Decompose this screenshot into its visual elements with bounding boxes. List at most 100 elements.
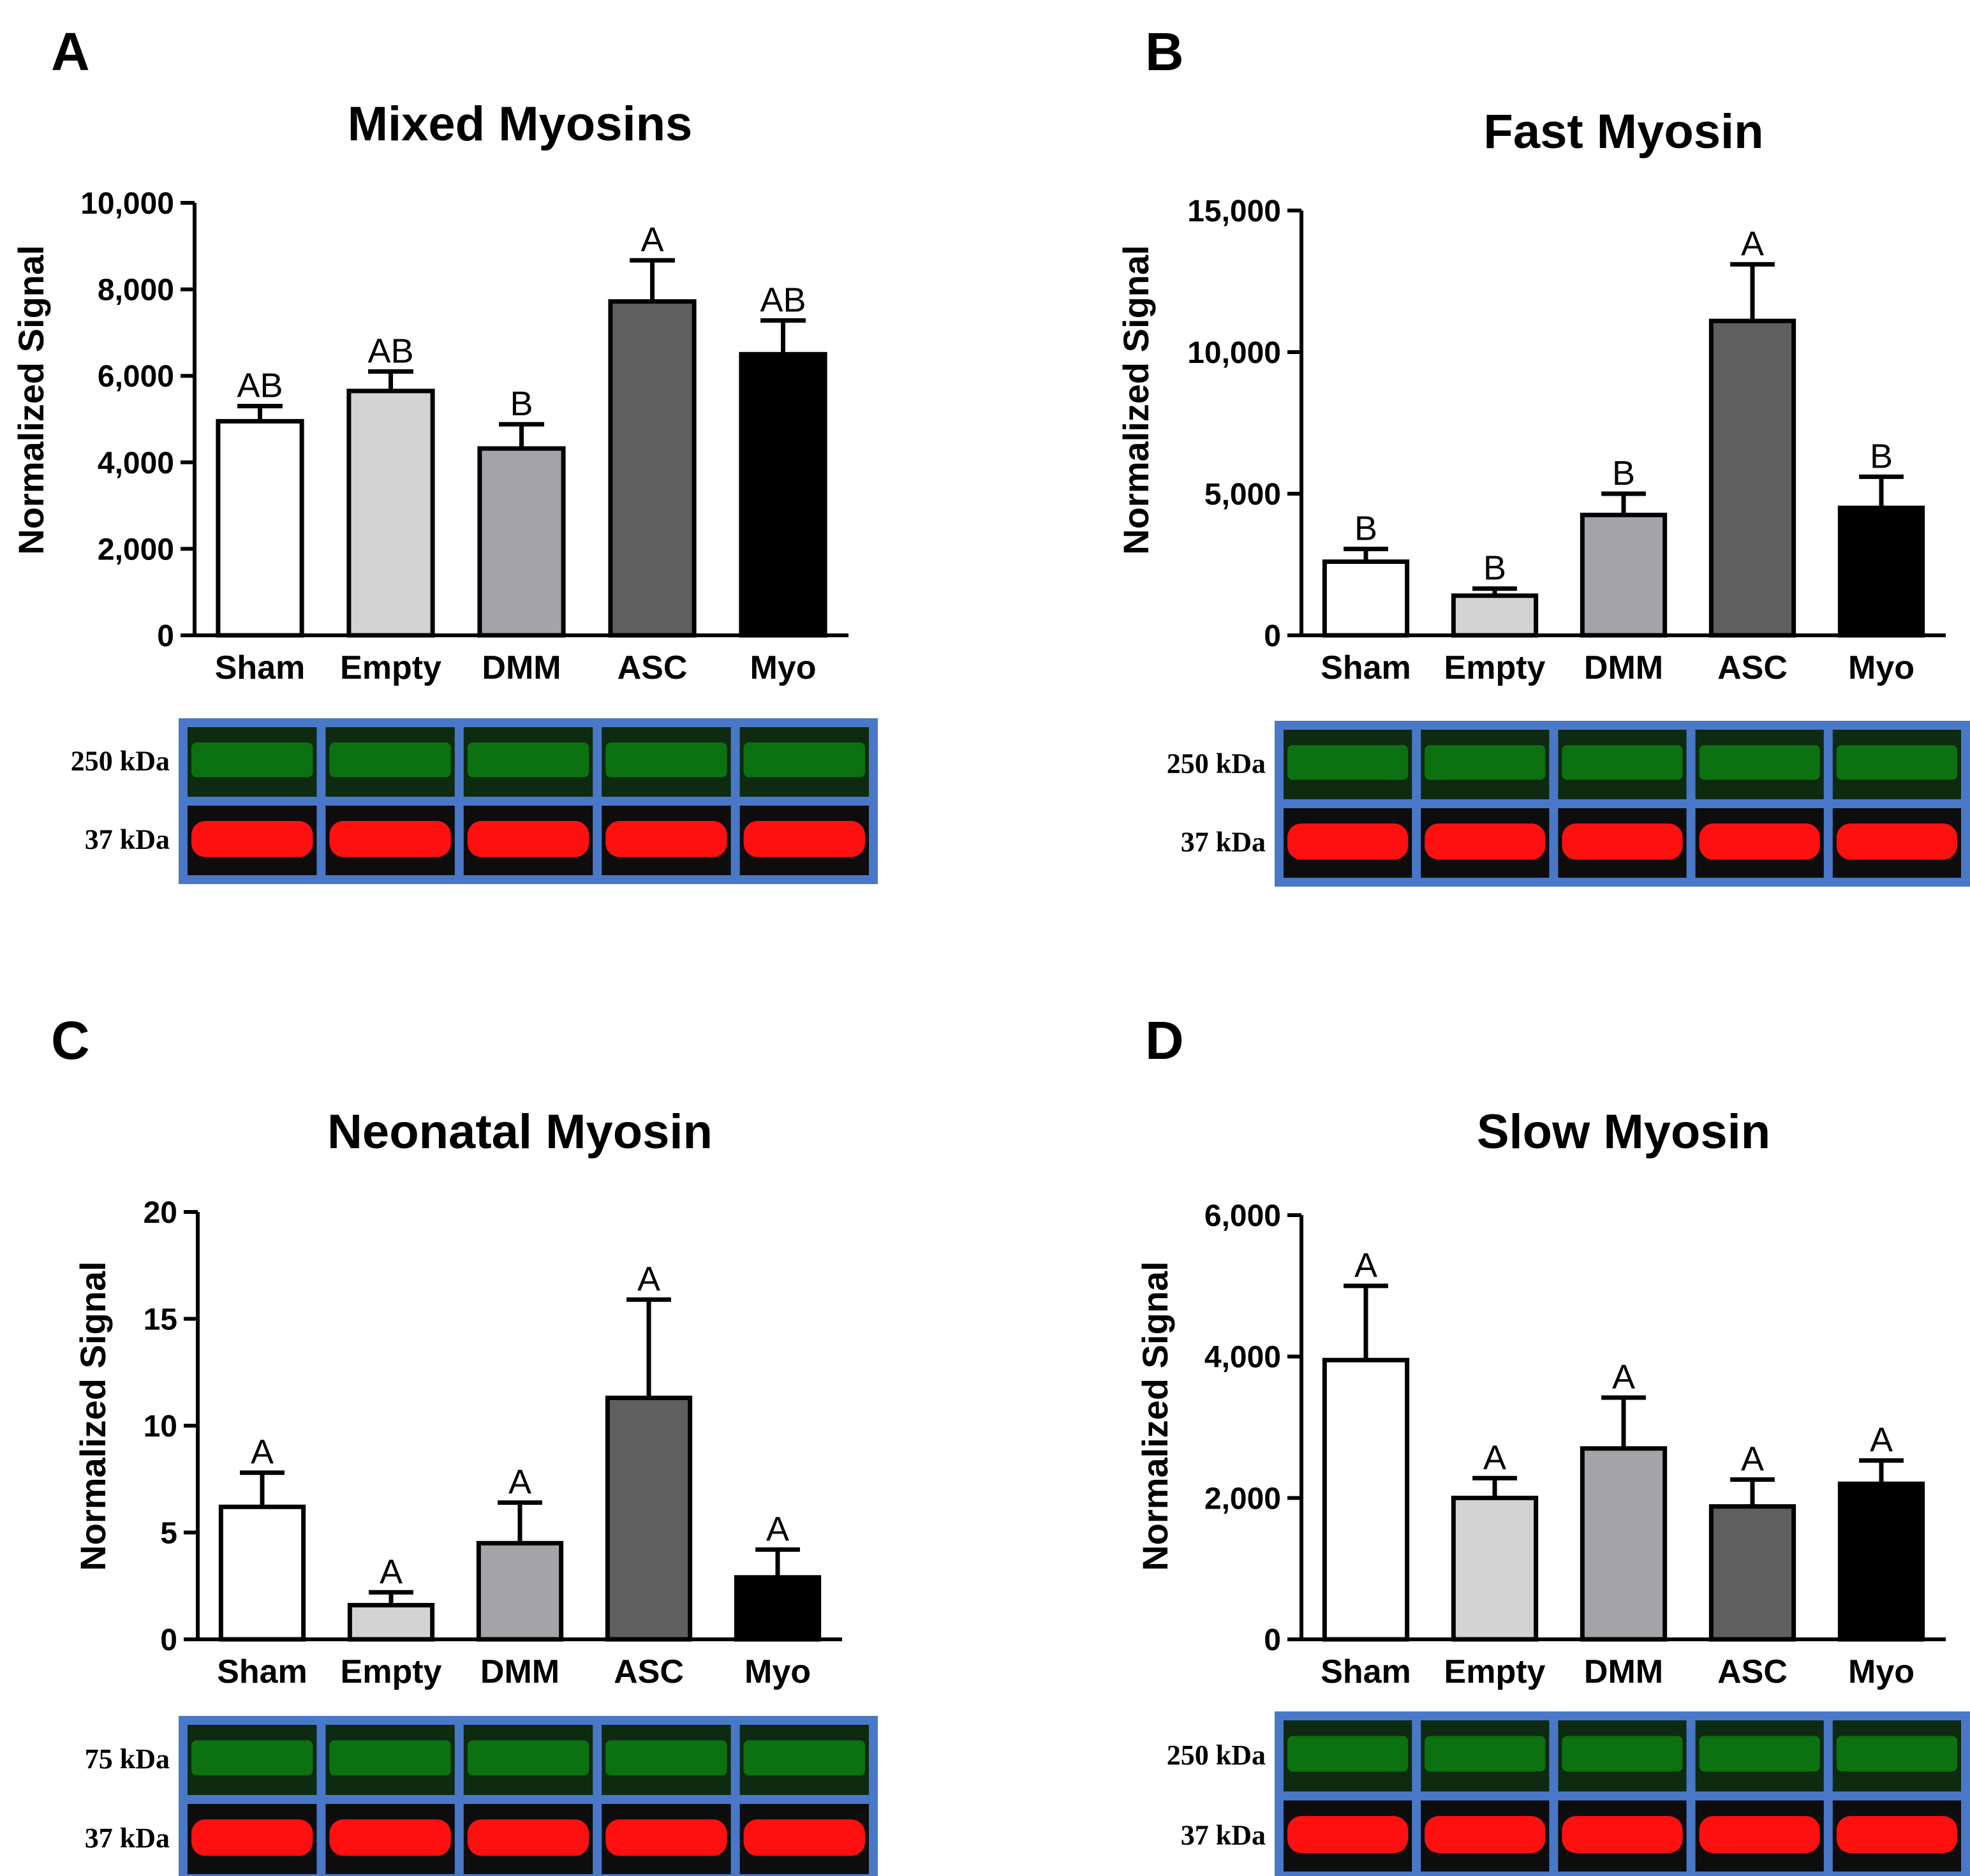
panel-a: A Mixed Myosins Normalized Signal 0 2,000 4,0…	[11, 22, 878, 884]
bar	[1708, 318, 1796, 638]
significance-label: A	[1741, 1440, 1764, 1479]
red-band	[191, 1819, 313, 1856]
bar	[1322, 559, 1410, 638]
significance-label: AB	[760, 281, 806, 319]
significance-label: A	[641, 221, 663, 259]
bar	[477, 446, 566, 638]
y-tick-label: 2,000	[1204, 1482, 1281, 1516]
x-tick-label: Empty	[1444, 649, 1546, 686]
y-tick-label: 6,000	[98, 360, 174, 394]
significance-label: A	[380, 1553, 403, 1591]
kda-label-top: 250 kDa	[1167, 1739, 1266, 1771]
x-tick-label: Myo	[1848, 649, 1914, 686]
red-band	[1562, 823, 1683, 860]
y-axis-label: Normalized Signal	[11, 245, 51, 554]
green-band	[1425, 1736, 1546, 1772]
kda-label-top: 250 kDa	[71, 746, 170, 777]
panel-letter: C	[51, 1010, 90, 1070]
green-band	[1287, 744, 1409, 780]
green-band	[1562, 744, 1683, 780]
x-tick-label: Myo	[1848, 1653, 1914, 1690]
green-band	[329, 742, 451, 778]
red-band	[329, 820, 451, 857]
panel-letter: A	[51, 22, 90, 82]
significance-label: B	[1612, 454, 1635, 492]
red-band	[1836, 1816, 1957, 1854]
panel-d: D Slow Myosin Normalized Signal 0 2,000 4,000…	[1135, 1010, 1970, 1876]
y-axis-label: Normalized Signal	[73, 1261, 113, 1570]
y-axis-label: Normalized Signal	[1116, 245, 1156, 554]
y-tick-label: 0	[1264, 1623, 1281, 1657]
red-band	[1836, 823, 1957, 860]
green-band	[467, 742, 589, 778]
x-tick-label: Empty	[341, 1653, 442, 1690]
kda-label-bottom: 37 kDa	[85, 1822, 170, 1854]
green-band	[743, 1740, 865, 1776]
western-blot: 75 kDa 37 kDa	[85, 1716, 878, 1876]
y-tick-label: 10,000	[1187, 336, 1281, 370]
kda-label-top: 250 kDa	[1167, 748, 1266, 779]
x-tick-label: DMM	[480, 1653, 559, 1690]
panel-c: C Neonatal Myosin Normalized Signal 0 5 10 15 2…	[51, 1010, 878, 1876]
y-tick-label: 2,000	[98, 533, 174, 566]
red-band	[1699, 1816, 1820, 1854]
red-band	[1425, 1816, 1546, 1854]
chart-title: Mixed Myosins	[348, 97, 693, 151]
red-band	[467, 820, 589, 857]
y-tick-label: 5	[160, 1517, 177, 1551]
red-band	[743, 1819, 865, 1856]
bar	[608, 299, 697, 638]
chart-title: Slow Myosin	[1477, 1105, 1770, 1159]
x-tick-label: ASC	[614, 1653, 684, 1690]
x-tick-label: Sham	[215, 649, 306, 686]
significance-label: A	[1612, 1358, 1635, 1396]
red-band	[1562, 1816, 1683, 1854]
western-blot: 250 kDa 37 kDa	[1167, 1711, 1970, 1876]
x-tick-label: Myo	[744, 1653, 811, 1690]
green-band	[467, 1740, 589, 1776]
significance-label: A	[637, 1260, 660, 1298]
x-tick-label: Sham	[1321, 649, 1411, 686]
bar	[1837, 1481, 1925, 1642]
kda-label-top: 75 kDa	[85, 1743, 170, 1775]
significance-label: A	[1483, 1438, 1506, 1477]
green-band	[1836, 1736, 1957, 1772]
y-tick-label: 4,000	[1204, 1341, 1281, 1375]
green-band	[605, 742, 727, 778]
significance-label: B	[510, 385, 533, 423]
y-tick-label: 8,000	[98, 274, 174, 307]
bar	[346, 388, 435, 638]
red-band	[1425, 823, 1546, 860]
green-band	[191, 1740, 313, 1776]
y-tick-label: 10	[144, 1410, 177, 1444]
red-band	[1287, 1816, 1409, 1854]
significance-label: AB	[237, 367, 283, 405]
y-tick-label: 4,000	[98, 447, 174, 480]
panel-letter: B	[1145, 22, 1184, 82]
y-tick-label: 20	[144, 1196, 177, 1230]
x-tick-label: DMM	[1584, 1653, 1663, 1690]
bar	[1708, 1504, 1796, 1642]
x-tick-label: ASC	[1717, 1653, 1788, 1690]
x-tick-label: DMM	[1584, 649, 1663, 686]
x-tick-label: Myo	[750, 649, 817, 686]
significance-label: A	[1741, 225, 1764, 263]
bar	[1580, 1446, 1668, 1642]
bar	[1580, 512, 1668, 638]
y-axis-label: Normalized Signal	[1135, 1261, 1175, 1570]
panel-letter: D	[1145, 1010, 1184, 1070]
bar	[739, 351, 827, 638]
chart-title: Fast Myosin	[1483, 105, 1763, 159]
y-tick-label: 0	[160, 1623, 177, 1657]
significance-label: AB	[367, 332, 413, 370]
y-tick-label: 10,000	[80, 187, 174, 221]
red-band	[329, 1819, 451, 1856]
y-tick-label: 5,000	[1204, 478, 1281, 512]
significance-label: B	[1483, 549, 1506, 587]
bar	[216, 418, 304, 638]
bar	[1451, 593, 1539, 638]
y-tick-label: 15	[144, 1303, 177, 1337]
bar	[1322, 1357, 1410, 1642]
green-band	[1699, 744, 1820, 780]
